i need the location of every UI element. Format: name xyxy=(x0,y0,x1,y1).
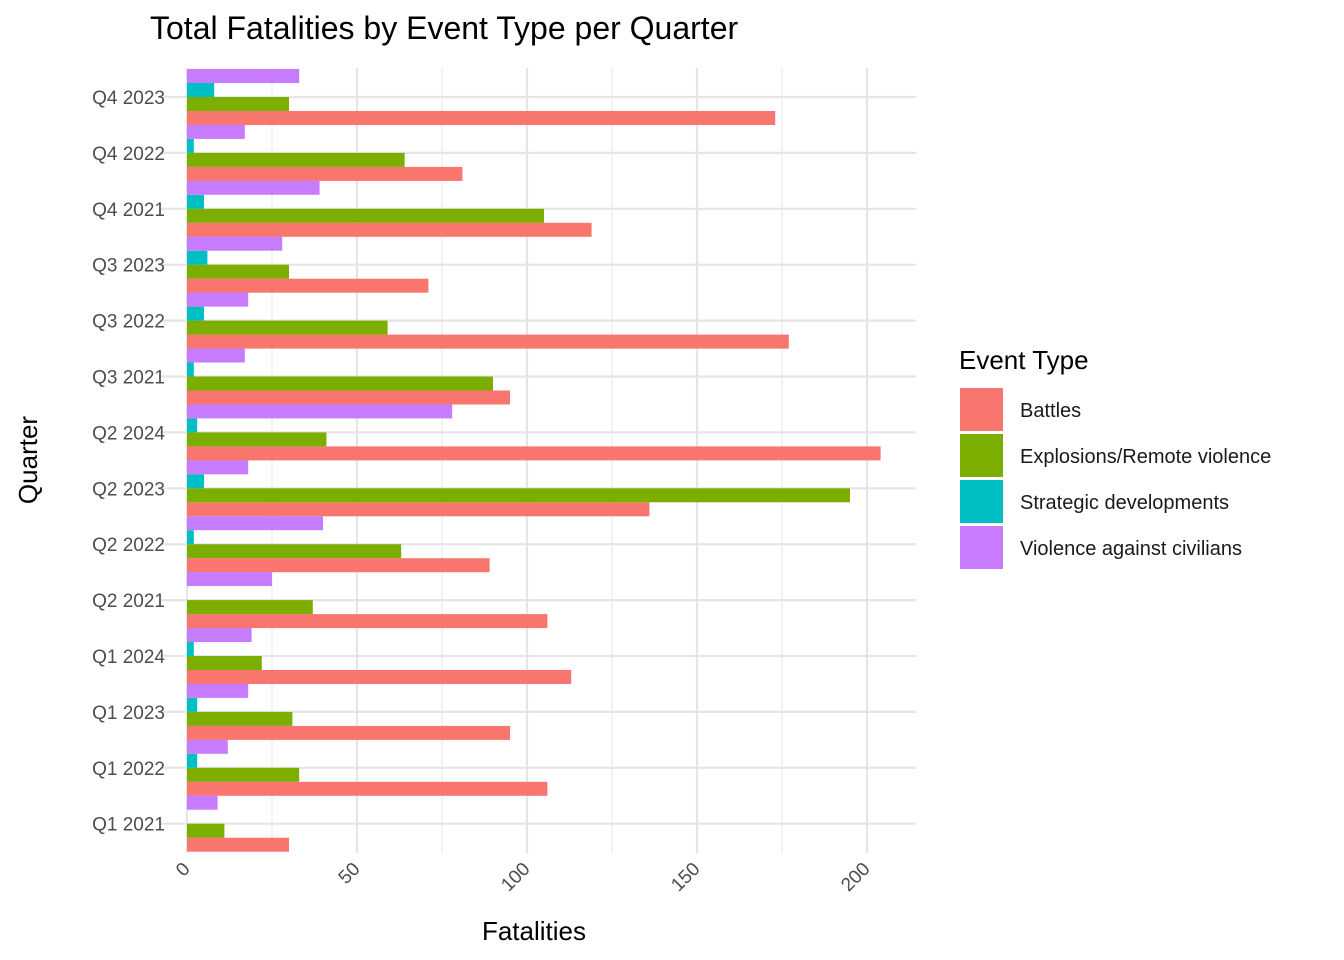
bar-battles-q1-2024 xyxy=(187,670,572,684)
chart-title: Total Fatalities by Event Type per Quart… xyxy=(150,10,738,46)
bar-battles-q4-2021 xyxy=(187,222,592,237)
bar-explosions-remote-violence-q1-2022 xyxy=(187,767,300,782)
bar-strategic-developments-q1-2022 xyxy=(187,753,198,768)
bar-explosions-remote-violence-q1-2021 xyxy=(187,823,225,838)
bar-battles-q1-2023 xyxy=(187,725,510,740)
y-tick-label: Q4 2021 xyxy=(92,200,165,221)
bar-explosions-remote-violence-q3-2023 xyxy=(187,264,289,279)
bar-violence-against-civilians-q4-2023 xyxy=(187,69,300,83)
legend-swatch xyxy=(960,526,1003,569)
bar-violence-against-civilians-q4-2021 xyxy=(187,180,320,195)
bar-strategic-developments-q3-2022 xyxy=(187,306,204,321)
bar-strategic-developments-q1-2023 xyxy=(187,697,198,712)
y-tick-label: Q3 2021 xyxy=(92,368,165,389)
y-tick-label: Q4 2022 xyxy=(92,144,165,165)
legend-label: Battles xyxy=(1020,400,1081,422)
legend-label: Strategic developments xyxy=(1020,492,1229,514)
bar-explosions-remote-violence-q3-2021 xyxy=(187,376,493,391)
y-axis-title: Quarter xyxy=(13,416,43,504)
bar-violence-against-civilians-q1-2023 xyxy=(187,683,249,698)
legend-title: Event Type xyxy=(959,345,1089,375)
bar-explosions-remote-violence-q1-2023 xyxy=(187,711,293,726)
legend-label: Violence against civilians xyxy=(1020,538,1242,560)
legend: Event Type Battles Explosions/Remote viol… xyxy=(959,345,1271,569)
y-tick-label: Q3 2023 xyxy=(92,256,165,277)
x-axis-tick-labels: 0 50 100 150 200 xyxy=(172,859,874,896)
bar-battles-q4-2023 xyxy=(187,111,776,125)
y-axis-tick-labels: Q4 2023 Q4 2022 Q4 2021 Q3 2023 Q3 2022 Q3 20… xyxy=(92,88,165,836)
x-tick-label: 200 xyxy=(837,859,874,896)
bar-explosions-remote-violence-q2-2021 xyxy=(187,600,313,615)
bar-violence-against-civilians-q4-2022 xyxy=(187,124,245,139)
y-tick-label: Q2 2024 xyxy=(92,423,165,444)
bar-explosions-remote-violence-q2-2023 xyxy=(187,488,850,503)
bar-violence-against-civilians-q3-2022 xyxy=(187,292,249,307)
bar-violence-against-civilians-q1-2024 xyxy=(187,628,252,642)
bar-violence-against-civilians-q2-2022 xyxy=(187,516,323,531)
bar-battles-q2-2021 xyxy=(187,614,548,629)
legend-label: Explosions/Remote violence xyxy=(1020,446,1271,468)
y-tick-label: Q2 2023 xyxy=(92,479,165,500)
bar-battles-q3-2021 xyxy=(187,390,510,405)
y-tick-label: Q2 2022 xyxy=(92,535,165,556)
bar-battles-q2-2023 xyxy=(187,502,650,517)
bar-explosions-remote-violence-q4-2022 xyxy=(187,152,405,167)
legend-swatch xyxy=(960,480,1003,523)
y-tick-label: Q2 2021 xyxy=(92,591,165,612)
bar-strategic-developments-q1-2024 xyxy=(187,642,194,656)
legend-swatch xyxy=(960,388,1003,431)
x-axis-title: Fatalities xyxy=(482,916,586,946)
bar-explosions-remote-violence-q4-2023 xyxy=(187,97,289,111)
bar-strategic-developments-q2-2023 xyxy=(187,474,204,489)
bar-violence-against-civilians-q1-2021 xyxy=(187,795,218,810)
bar-explosions-remote-violence-q1-2024 xyxy=(187,656,262,670)
legend-swatch xyxy=(960,434,1003,477)
y-tick-label: Q1 2022 xyxy=(92,759,165,780)
bar-violence-against-civilians-q2-2024 xyxy=(187,404,453,419)
bar-battles-q1-2021 xyxy=(187,837,289,852)
y-tick-label: Q3 2022 xyxy=(92,312,165,333)
x-tick-label: 0 xyxy=(172,859,194,881)
x-tick-label: 150 xyxy=(667,859,704,896)
bar-violence-against-civilians-q3-2021 xyxy=(187,348,245,363)
bar-explosions-remote-violence-q2-2022 xyxy=(187,544,402,559)
bar-battles-q1-2022 xyxy=(187,781,548,796)
bar-violence-against-civilians-q1-2022 xyxy=(187,739,228,754)
bar-explosions-remote-violence-q4-2021 xyxy=(187,208,544,223)
bar-battles-q2-2024 xyxy=(187,446,881,461)
bar-violence-against-civilians-q3-2023 xyxy=(187,236,283,251)
legend-items: Battles Explosions/Remote violence Strateg… xyxy=(960,388,1271,569)
bar-strategic-developments-q2-2022 xyxy=(187,530,194,545)
bar-strategic-developments-q3-2023 xyxy=(187,250,208,265)
x-tick-label: 50 xyxy=(335,859,365,889)
bar-strategic-developments-q4-2021 xyxy=(187,194,204,209)
bar-explosions-remote-violence-q3-2022 xyxy=(187,320,388,335)
bar-battles-q4-2022 xyxy=(187,166,463,181)
bar-battles-q2-2022 xyxy=(187,558,490,573)
bar-strategic-developments-q4-2023 xyxy=(187,83,215,97)
bar-violence-against-civilians-q2-2023 xyxy=(187,460,249,475)
x-tick-label: 100 xyxy=(497,859,534,896)
bar-violence-against-civilians-q2-2021 xyxy=(187,572,272,587)
y-tick-label: Q1 2024 xyxy=(92,647,165,668)
bar-battles-q3-2022 xyxy=(187,334,789,349)
y-tick-label: Q1 2021 xyxy=(92,815,165,836)
bar-strategic-developments-q2-2024 xyxy=(187,418,198,433)
bar-explosions-remote-violence-q2-2024 xyxy=(187,432,327,447)
bar-strategic-developments-q3-2021 xyxy=(187,362,194,377)
bar-battles-q3-2023 xyxy=(187,278,429,293)
y-tick-label: Q4 2023 xyxy=(92,88,165,109)
bar-strategic-developments-q4-2022 xyxy=(187,138,194,153)
y-tick-label: Q1 2023 xyxy=(92,703,165,724)
bars-layer xyxy=(187,69,881,852)
